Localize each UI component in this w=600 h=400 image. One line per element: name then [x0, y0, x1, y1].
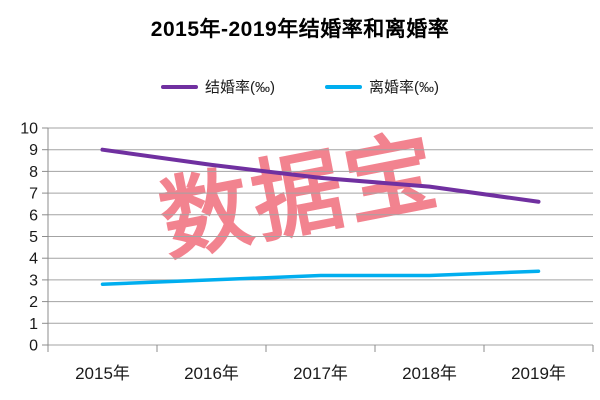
x-axis-label: 2015年 — [75, 364, 130, 383]
x-axis-label: 2019年 — [511, 364, 566, 383]
y-axis-label: 1 — [29, 316, 38, 333]
legend-label-marriage-rate: 结婚率(‰) — [205, 79, 275, 96]
y-axis-label: 5 — [29, 229, 38, 246]
legend: 结婚率(‰) 离婚率(‰) — [0, 76, 600, 97]
y-axis-label: 8 — [29, 164, 38, 181]
legend-label-divorce-rate: 离婚率(‰) — [369, 79, 439, 96]
y-axis-label: 7 — [29, 186, 38, 203]
y-axis-label: 4 — [29, 251, 38, 268]
chart-title: 2015年-2019年结婚率和离婚率 — [150, 18, 450, 41]
series-line-1 — [100, 269, 541, 286]
y-axis-label: 9 — [29, 142, 38, 159]
x-axis-label: 2018年 — [402, 364, 457, 383]
x-axis-label: 2017年 — [293, 364, 348, 383]
x-axis-label: 2016年 — [184, 364, 239, 383]
legend-item-divorce-rate: 离婚率(‰) — [325, 76, 439, 97]
y-axis-label: 10 — [20, 121, 38, 138]
y-axis-label: 0 — [29, 338, 38, 355]
marriage-rate-line-swatch-icon — [161, 84, 198, 89]
series-line-0 — [100, 147, 541, 204]
legend-item-marriage-rate: 结婚率(‰) — [161, 76, 275, 97]
divorce-rate-line-swatch-icon — [325, 84, 362, 89]
y-axis-label: 6 — [29, 207, 38, 224]
y-axis-label: 3 — [29, 272, 38, 289]
y-axis-label: 2 — [29, 294, 38, 311]
